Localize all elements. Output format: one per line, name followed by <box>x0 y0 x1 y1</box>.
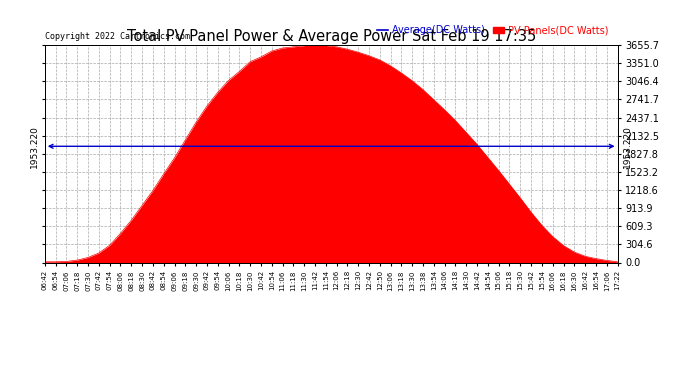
Text: 1953.220: 1953.220 <box>623 125 632 168</box>
Text: 1953.220: 1953.220 <box>30 125 39 168</box>
Text: Copyright 2022 Cartronics.com: Copyright 2022 Cartronics.com <box>45 32 190 41</box>
Title: Total PV Panel Power & Average Power Sat Feb 19 17:35: Total PV Panel Power & Average Power Sat… <box>126 29 536 44</box>
Legend: Average(DC Watts), PV Panels(DC Watts): Average(DC Watts), PV Panels(DC Watts) <box>373 22 613 39</box>
